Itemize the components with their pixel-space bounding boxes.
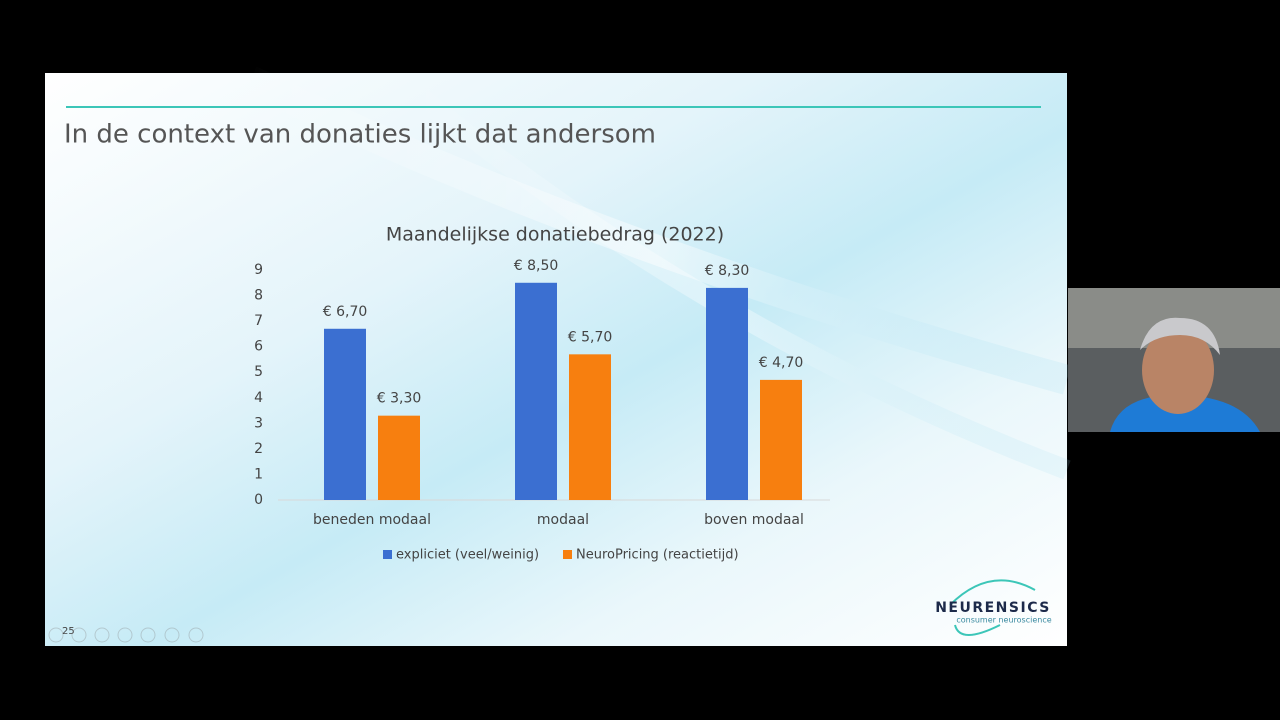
y-tick-label: 7	[254, 313, 263, 329]
value-label: € 4,70	[759, 355, 804, 371]
x-tick-label: modaal	[537, 512, 589, 528]
y-tick-label: 6	[254, 339, 263, 355]
y-tick-label: 1	[254, 466, 263, 482]
bar	[760, 379, 802, 500]
value-label: € 3,30	[377, 391, 422, 407]
legend-label: NeuroPricing (reactietijd)	[576, 548, 739, 563]
x-tick-label: beneden modaal	[313, 512, 431, 528]
y-tick-label: 5	[254, 364, 263, 380]
bar	[706, 287, 748, 500]
value-label: € 8,30	[705, 263, 750, 279]
bar	[515, 282, 557, 500]
logo-tagline: consumer neuroscience	[956, 616, 1051, 625]
logo: NEURENSICS	[935, 600, 1051, 616]
legend-label: expliciet (veel/weinig)	[396, 548, 539, 563]
value-label: € 8,50	[514, 258, 559, 274]
value-label: € 5,70	[568, 329, 613, 345]
logo-arc	[954, 624, 1001, 636]
legend-swatch	[563, 550, 572, 559]
page-number: 25	[62, 626, 75, 637]
bar	[324, 328, 366, 500]
bar	[378, 415, 420, 500]
logo-arc	[949, 579, 1036, 606]
y-tick-label: 2	[254, 441, 263, 457]
y-tick-label: 8	[254, 288, 263, 304]
slide-controls[interactable]	[48, 627, 204, 643]
legend-swatch	[383, 550, 392, 559]
bar	[569, 354, 611, 500]
webcam	[1068, 288, 1280, 432]
y-tick-label: 0	[254, 492, 263, 508]
slide-title: In de context van donaties lijkt dat and…	[64, 120, 656, 150]
y-tick-label: 9	[254, 262, 263, 278]
chart-title: Maandelijkse donatiebedrag (2022)	[386, 224, 724, 246]
y-tick-label: 4	[254, 390, 263, 406]
value-label: € 6,70	[323, 304, 368, 320]
y-tick-label: 3	[254, 415, 263, 431]
x-tick-label: boven modaal	[704, 512, 804, 528]
